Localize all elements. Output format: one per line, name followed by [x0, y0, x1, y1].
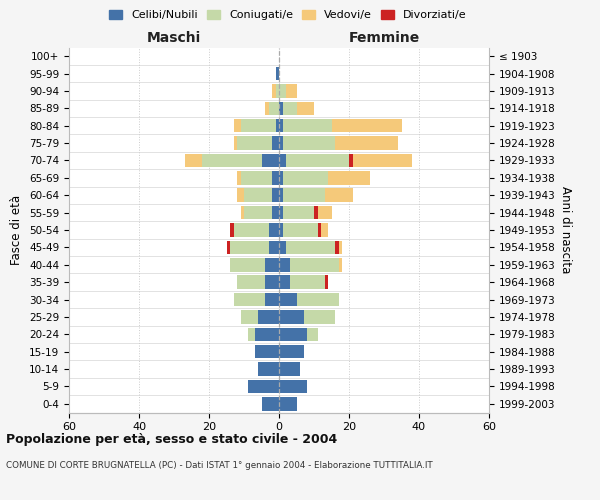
Bar: [353, 154, 412, 168]
Bar: [279, 240, 286, 254]
Bar: [317, 206, 331, 220]
Bar: [185, 154, 202, 168]
Bar: [262, 154, 279, 168]
Bar: [279, 206, 283, 220]
Bar: [286, 84, 296, 98]
Bar: [244, 188, 272, 202]
Bar: [296, 292, 338, 306]
Bar: [279, 188, 283, 202]
Bar: [272, 188, 279, 202]
Y-axis label: Fasce di età: Fasce di età: [10, 195, 23, 265]
Bar: [335, 136, 398, 150]
Bar: [321, 223, 328, 237]
Bar: [279, 345, 304, 358]
Bar: [279, 328, 307, 341]
Bar: [269, 102, 279, 115]
Bar: [283, 206, 314, 220]
Bar: [272, 206, 279, 220]
Bar: [317, 223, 321, 237]
Bar: [233, 292, 265, 306]
Bar: [279, 276, 290, 289]
Bar: [254, 328, 279, 341]
Bar: [279, 119, 283, 132]
Bar: [279, 223, 283, 237]
Bar: [272, 84, 275, 98]
Bar: [265, 102, 269, 115]
Bar: [286, 154, 349, 168]
Bar: [283, 223, 317, 237]
Bar: [279, 102, 283, 115]
Bar: [296, 102, 314, 115]
Bar: [307, 328, 317, 341]
Bar: [254, 345, 279, 358]
Bar: [230, 258, 265, 272]
Text: Popolazione per età, sesso e stato civile - 2004: Popolazione per età, sesso e stato civil…: [6, 432, 337, 446]
Bar: [262, 397, 279, 410]
Text: Maschi: Maschi: [147, 31, 201, 45]
Bar: [258, 362, 279, 376]
Bar: [202, 154, 262, 168]
Bar: [283, 119, 331, 132]
Bar: [279, 362, 300, 376]
Bar: [279, 258, 290, 272]
Bar: [338, 240, 342, 254]
Legend: Celibi/Nubili, Coniugati/e, Vedovi/e, Divorziati/e: Celibi/Nubili, Coniugati/e, Vedovi/e, Di…: [105, 6, 471, 25]
Bar: [272, 136, 279, 150]
Bar: [227, 240, 230, 254]
Bar: [349, 154, 353, 168]
Bar: [314, 206, 317, 220]
Bar: [335, 240, 338, 254]
Bar: [279, 310, 304, 324]
Bar: [286, 240, 335, 254]
Bar: [265, 276, 279, 289]
Bar: [248, 328, 254, 341]
Bar: [283, 188, 325, 202]
Bar: [279, 292, 296, 306]
Bar: [283, 136, 335, 150]
Bar: [237, 136, 272, 150]
Bar: [241, 206, 244, 220]
Bar: [237, 276, 265, 289]
Bar: [241, 171, 272, 184]
Bar: [331, 119, 401, 132]
Bar: [275, 119, 279, 132]
Bar: [283, 102, 296, 115]
Bar: [233, 119, 241, 132]
Text: Femmine: Femmine: [349, 31, 419, 45]
Bar: [241, 119, 275, 132]
Bar: [269, 240, 279, 254]
Bar: [279, 84, 286, 98]
Bar: [269, 223, 279, 237]
Bar: [279, 397, 296, 410]
Bar: [325, 276, 328, 289]
Bar: [265, 258, 279, 272]
Bar: [265, 292, 279, 306]
Bar: [233, 223, 269, 237]
Bar: [304, 310, 335, 324]
Bar: [283, 171, 328, 184]
Bar: [275, 84, 279, 98]
Bar: [241, 310, 258, 324]
Bar: [272, 171, 279, 184]
Bar: [237, 171, 241, 184]
Bar: [230, 223, 233, 237]
Bar: [328, 171, 370, 184]
Bar: [290, 258, 338, 272]
Y-axis label: Anni di nascita: Anni di nascita: [559, 186, 572, 274]
Bar: [290, 276, 325, 289]
Text: COMUNE DI CORTE BRUGNATELLA (PC) - Dati ISTAT 1° gennaio 2004 - Elaborazione TUT: COMUNE DI CORTE BRUGNATELLA (PC) - Dati …: [6, 460, 433, 469]
Bar: [338, 258, 342, 272]
Bar: [233, 136, 237, 150]
Bar: [258, 310, 279, 324]
Bar: [279, 380, 307, 393]
Bar: [275, 67, 279, 80]
Bar: [325, 188, 353, 202]
Bar: [279, 171, 283, 184]
Bar: [279, 136, 283, 150]
Bar: [248, 380, 279, 393]
Bar: [237, 188, 244, 202]
Bar: [230, 240, 269, 254]
Bar: [279, 154, 286, 168]
Bar: [244, 206, 272, 220]
